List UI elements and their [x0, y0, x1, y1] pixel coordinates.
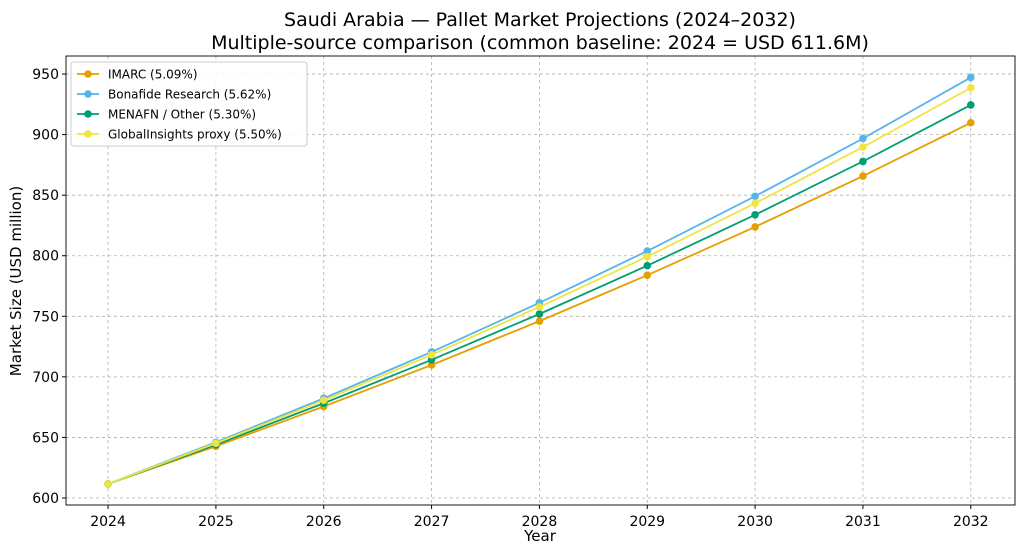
data-point: [859, 172, 867, 180]
legend-label: GlobalInsights proxy (5.50%): [108, 128, 282, 142]
legend-label: Bonafide Research (5.62%): [108, 88, 271, 102]
legend-marker: [84, 70, 92, 78]
y-tick-label: 950: [32, 67, 59, 83]
plot-frame: [65, 55, 1016, 506]
data-point: [966, 101, 975, 109]
data-point: [104, 480, 112, 488]
data-point: [966, 84, 975, 92]
y-tick-label: 800: [32, 249, 59, 265]
legend-marker: [84, 110, 92, 118]
data-point: [751, 210, 759, 219]
chart-subtitle: Multiple-source comparison (common basel…: [211, 32, 869, 54]
y-tick-label: 650: [32, 430, 59, 446]
y-axis-label: Market Size (USD million): [7, 186, 25, 376]
chart-title: Saudi Arabia — Pallet Market Projections…: [284, 9, 796, 31]
x-tick-label: 2025: [198, 514, 234, 530]
data-point: [535, 310, 544, 318]
x-tick-label: 2024: [90, 514, 126, 530]
data-point: [427, 351, 436, 359]
legend-box: [70, 61, 308, 147]
y-tick-label: 900: [32, 128, 59, 144]
series-3: [104, 84, 975, 488]
data-point: [212, 439, 220, 448]
series-line: [107, 104, 972, 485]
axis-ticks: 2024 2025 2026 2027 2028 2029 2030 2031 2032 600 6…: [32, 67, 988, 530]
data-point: [859, 134, 867, 143]
x-tick-label: 2026: [306, 514, 342, 530]
data-point: [535, 303, 544, 311]
x-tick-label: 2031: [845, 514, 881, 530]
data-point: [966, 118, 975, 127]
x-tick-label: 2032: [953, 514, 989, 530]
legend-marker: [84, 130, 92, 138]
data-point: [319, 396, 328, 405]
y-tick-label: 700: [32, 370, 59, 386]
data-point: [859, 143, 867, 151]
legend-label: MENAFN / Other (5.30%): [108, 108, 256, 122]
data-point: [643, 261, 652, 270]
data-point: [427, 361, 436, 369]
data-point: [643, 252, 652, 261]
x-tick-label: 2030: [737, 514, 773, 530]
data-point: [859, 157, 867, 166]
legend-marker: [84, 90, 92, 98]
data-point: [751, 192, 759, 201]
x-tick-label: 2028: [522, 514, 558, 530]
legend: IMARC (5.09%) Bonafide Research (5.62%) ME…: [70, 61, 308, 147]
x-tick-label: 2029: [629, 514, 665, 530]
data-point: [535, 317, 544, 325]
y-tick-label: 750: [32, 309, 59, 325]
data-point: [751, 199, 759, 208]
y-tick-label: 600: [32, 491, 59, 507]
data-point: [643, 247, 652, 255]
legend-label: IMARC (5.09%): [108, 68, 198, 82]
x-axis-label: Year: [523, 527, 557, 545]
y-tick-label: 850: [32, 188, 59, 204]
data-point: [751, 223, 759, 231]
data-point: [966, 73, 975, 82]
data-point: [643, 271, 652, 280]
x-tick-label: 2027: [414, 514, 450, 530]
series-lines: [104, 73, 975, 488]
